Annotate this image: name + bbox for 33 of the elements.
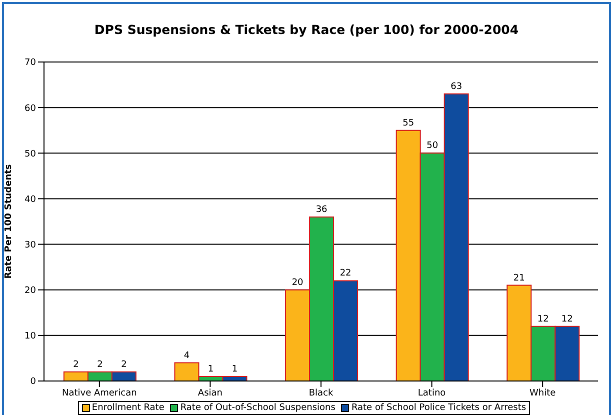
data-label: 2	[73, 360, 79, 370]
data-label: 63	[450, 82, 462, 92]
y-axis-title: Rate Per 100 Students	[4, 164, 14, 279]
x-tick-label: Black	[308, 388, 334, 398]
y-tick-label: 0	[30, 377, 36, 388]
legend-label: Enrollment Rate	[90, 403, 164, 413]
data-label: 50	[426, 141, 438, 152]
data-label: 2	[121, 360, 127, 370]
x-tick-label: Native American	[62, 388, 137, 398]
data-label: 55	[402, 118, 414, 128]
data-label: 4	[184, 350, 190, 361]
legend-label: Rate of Out-of-School Suspensions	[179, 403, 336, 413]
y-tick-label: 70	[24, 58, 36, 68]
data-label: 12	[537, 314, 549, 324]
data-label: 36	[316, 204, 328, 215]
chart-title: DPS Suspensions & Tickets by Race (per 100) for 2000-2004	[93, 22, 520, 37]
x-tick-label: White	[530, 388, 556, 398]
data-label: 2	[97, 360, 103, 370]
x-tick-label: Asian	[198, 388, 222, 398]
x-tick-label: Latino	[418, 388, 446, 398]
data-label: 21	[513, 273, 525, 284]
y-tick-label: 20	[24, 286, 36, 296]
data-label: 22	[340, 268, 352, 279]
y-tick-label: 60	[24, 104, 36, 114]
y-tick-label: 10	[24, 332, 36, 342]
data-label: 1	[232, 364, 238, 374]
data-label: 20	[292, 278, 304, 288]
legend-label: Rate of School Police Tickets or Arrests	[350, 403, 526, 413]
data-label: 12	[561, 314, 573, 324]
y-tick-label: 50	[24, 149, 36, 160]
y-tick-label: 30	[24, 240, 36, 250]
data-label: 1	[208, 364, 214, 374]
y-tick-label: 40	[24, 194, 36, 205]
